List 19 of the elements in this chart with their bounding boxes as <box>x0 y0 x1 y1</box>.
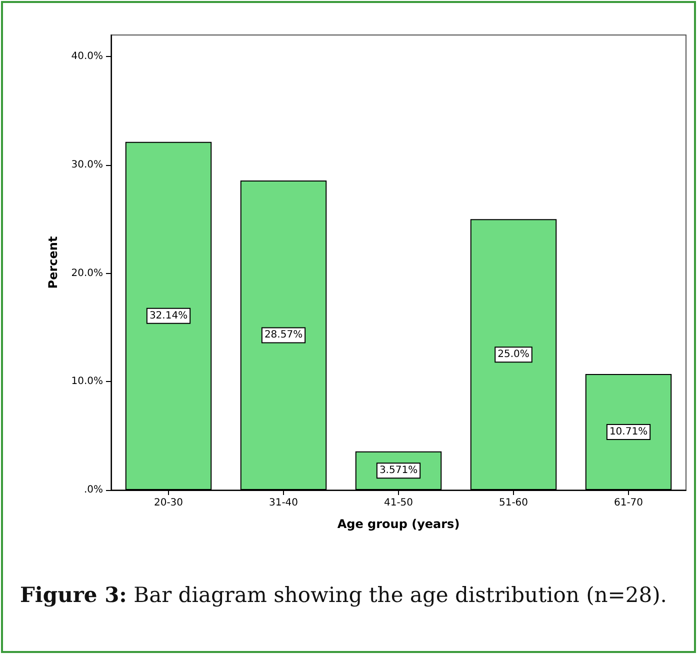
x-tick-label: 41-50 <box>384 498 414 508</box>
data-label: 10.71% <box>609 426 648 438</box>
data-label: 32.14% <box>149 310 188 322</box>
data-label: 28.57% <box>264 330 303 341</box>
caption: Figure 3: <box>20 582 127 607</box>
data-label: 25.0% <box>498 349 530 360</box>
y-tick-label: 10.0% <box>71 376 103 388</box>
y-tick-label: .0% <box>84 484 103 496</box>
data-label: 3.571% <box>379 465 418 476</box>
y-tick-label: 30.0% <box>71 160 103 170</box>
x-tick-label: 61-70 <box>614 498 644 508</box>
y-axis-title: Percent <box>46 236 60 289</box>
x-axis-title: Age group (years) <box>337 517 460 531</box>
y-tick-label: 20.0% <box>71 268 103 279</box>
text: Bar diagram showing the age distribution (n=28). <box>134 583 667 607</box>
x-tick-label: 31-40 <box>268 498 298 508</box>
x-tick-label: 51-60 <box>498 498 528 508</box>
y-tick-label: 40.0% <box>71 51 103 62</box>
x-tick-label: 20-30 <box>154 498 184 508</box>
